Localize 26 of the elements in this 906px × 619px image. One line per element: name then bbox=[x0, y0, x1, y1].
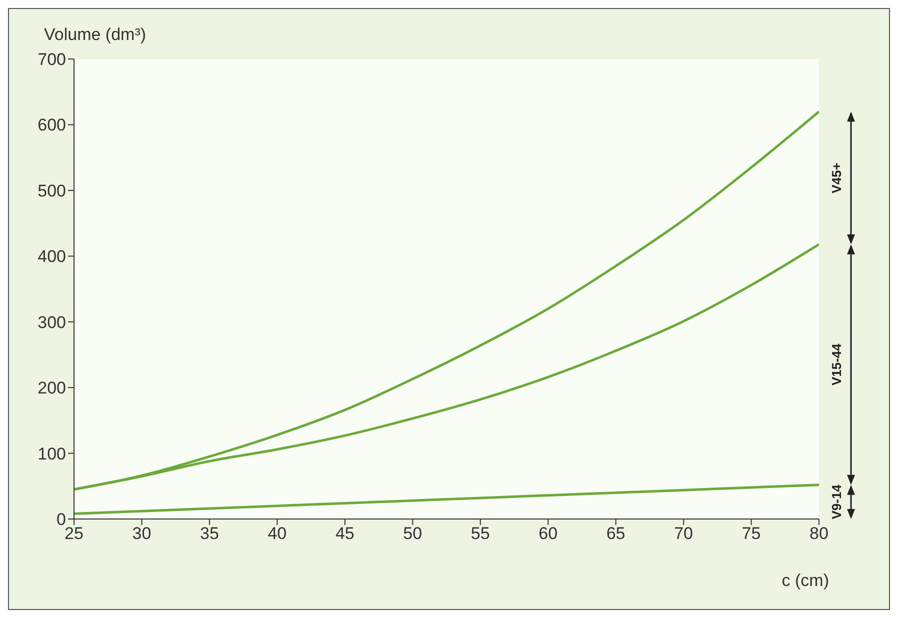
y-tick-label: 300 bbox=[38, 312, 66, 332]
y-tick-label: 400 bbox=[38, 247, 66, 266]
x-tick-label: 70 bbox=[674, 524, 694, 544]
x-tick-label: 40 bbox=[268, 524, 287, 544]
y-tick-label: 600 bbox=[38, 116, 66, 135]
text: V15-44 bbox=[829, 342, 844, 386]
x-tick-label: 55 bbox=[470, 524, 490, 544]
x-tick-label: 50 bbox=[403, 524, 422, 544]
x-axis-title: c (cm) bbox=[782, 571, 829, 591]
y-tick-label: 100 bbox=[38, 444, 66, 464]
y-tick-label: 0 bbox=[56, 510, 66, 530]
x-tick-label: 60 bbox=[538, 524, 558, 544]
x-tick-label: 35 bbox=[200, 524, 219, 544]
x-tick-label: 75 bbox=[742, 524, 761, 544]
x-tick-label: 45 bbox=[335, 524, 354, 544]
x-tick-label: 25 bbox=[64, 524, 84, 544]
y-tick-label: 200 bbox=[38, 378, 66, 398]
line-series bbox=[74, 484, 819, 515]
x-tick-label: 65 bbox=[606, 524, 626, 544]
y-axis-title: Volume (dm³) bbox=[44, 25, 146, 45]
text: V9-14 bbox=[829, 484, 844, 520]
x-tick-label: 30 bbox=[132, 524, 152, 544]
y-tick-label: 500 bbox=[38, 181, 66, 200]
y-tick-label: 700 bbox=[38, 50, 66, 70]
x-tick-label: 80 bbox=[810, 524, 828, 544]
text: V45+ bbox=[829, 162, 844, 194]
